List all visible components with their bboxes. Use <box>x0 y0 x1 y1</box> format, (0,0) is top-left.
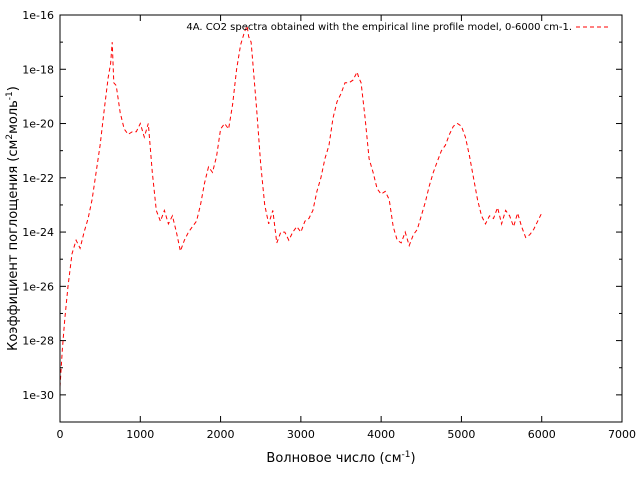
labels-layer: 0 1000 2000 3000 4000 5000 6000 7000 1e-30 1e-28 1… <box>22 9 636 441</box>
x-tick-label: 5000 <box>447 428 475 441</box>
plot-frame <box>59 14 623 423</box>
y-tick-label: 1e-18 <box>22 63 54 76</box>
series-layer <box>59 24 543 387</box>
x-tick-label: 3000 <box>287 428 315 441</box>
y-tick-label: 1e-22 <box>22 172 54 185</box>
y-tick-label: 1e-24 <box>22 226 54 239</box>
x-tick-label: 7000 <box>608 428 636 441</box>
legend: 4A. CO2 spectra obtained with the empiri… <box>186 22 610 33</box>
y-tick-label: 1e-20 <box>22 118 54 131</box>
series-line <box>59 24 543 387</box>
x-tick-label: 0 <box>57 428 64 441</box>
legend-label: 4A. CO2 spectra obtained with the empiri… <box>186 22 572 33</box>
x-tick-label: 6000 <box>528 428 556 441</box>
x-tick-label: 4000 <box>367 428 395 441</box>
y-axis-title: Коэффициент поглощения (см2моль-1) <box>5 86 21 351</box>
ticks-layer <box>59 14 623 423</box>
y-tick-label: 1e-26 <box>22 280 54 293</box>
y-tick-label: 1e-28 <box>22 335 54 348</box>
x-tick-label: 2000 <box>207 428 235 441</box>
y-tick-label: 1e-16 <box>22 9 54 22</box>
y-tick-label: 1e-30 <box>22 389 54 402</box>
x-axis-title: Волновое число (см-1) <box>266 450 415 466</box>
x-tick-label: 1000 <box>126 428 154 441</box>
